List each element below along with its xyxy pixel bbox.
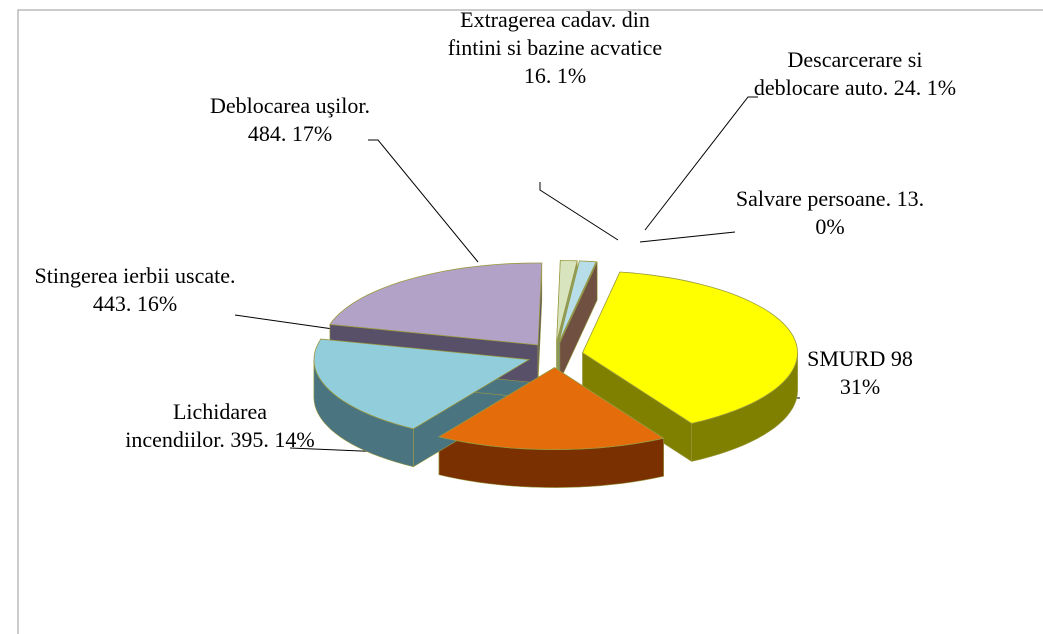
percent: 31% <box>839 374 881 399</box>
count: 98 <box>890 346 913 371</box>
slice <box>313 338 531 430</box>
count: 16. <box>523 63 552 88</box>
frame <box>17 9 1043 634</box>
category: Stingerea ierbii uscate. <box>34 263 236 288</box>
count: 443. <box>92 291 132 316</box>
data-label: Lichidarea incendiilor. 395. 14% <box>125 398 315 454</box>
category: Lichidarea incendiilor. <box>125 399 268 452</box>
slice <box>559 261 598 343</box>
category: Salvare persoane. <box>735 186 892 211</box>
data-label: Deblocarea uşilor. 484. 17% <box>200 92 380 148</box>
slice <box>329 262 543 346</box>
data-label: Salvare persoane. 13. 0% <box>730 185 930 241</box>
data-label: SMURD 98 31% <box>805 345 915 401</box>
slice <box>558 260 597 343</box>
slice <box>437 367 665 451</box>
slice <box>582 271 799 424</box>
category: SMURD <box>807 346 886 371</box>
category: Deblocarea uşilor. <box>209 93 371 118</box>
count: 484. <box>247 121 287 146</box>
data-label: Stingerea ierbii uscate. 443. 16% <box>25 262 245 318</box>
data-label: Descarcerare si deblocare auto. 24. 1% <box>750 46 960 102</box>
count: 395. <box>230 427 269 452</box>
count: 13. <box>896 186 925 211</box>
leader-lines <box>234 96 800 453</box>
percent: 14% <box>274 427 315 452</box>
count: 24. <box>893 75 922 100</box>
percent: 1% <box>556 63 587 88</box>
data-label: Extragerea cadav. din fintini si bazine … <box>440 6 670 90</box>
percent: 17% <box>291 121 333 146</box>
slice <box>556 259 578 343</box>
percent: 0% <box>815 214 845 239</box>
percent: 16% <box>136 291 178 316</box>
percent: 1% <box>926 75 957 100</box>
category: Extragerea cadav. din fintini si bazine … <box>447 7 663 60</box>
category: Descarcerare si deblocare auto. <box>753 47 923 100</box>
